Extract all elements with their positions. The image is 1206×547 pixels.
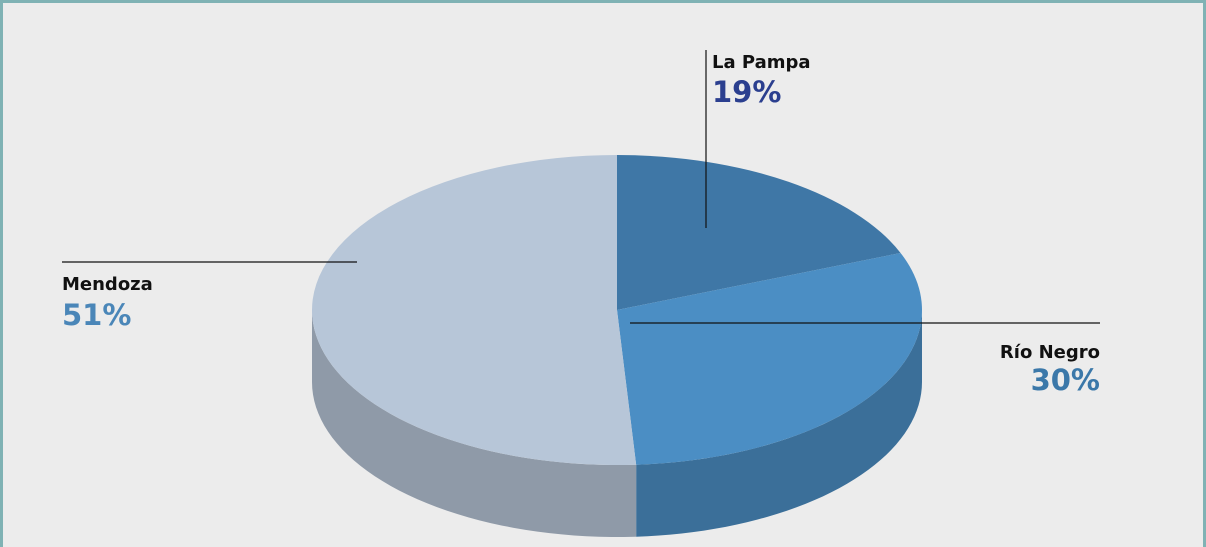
slice-value: 30% (1031, 363, 1100, 397)
pie-slice (617, 155, 901, 310)
pie-slice (617, 252, 922, 465)
slice-label: Mendoza (62, 274, 153, 295)
pie-side (636, 310, 922, 537)
pie-side (312, 310, 637, 537)
slice-value: 51% (62, 298, 131, 332)
slice-label: La Pampa (712, 52, 811, 73)
pie-slice (312, 155, 637, 465)
slice-value: 19% (712, 75, 781, 109)
slice-label: Río Negro (1000, 342, 1100, 363)
